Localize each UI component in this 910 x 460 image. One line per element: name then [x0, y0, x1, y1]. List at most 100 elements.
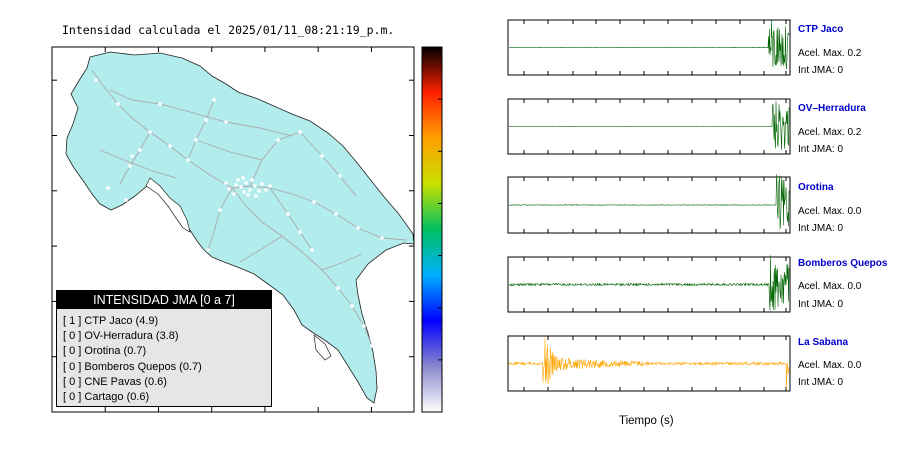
town-marker	[362, 324, 366, 328]
costa-rica-landmass	[65, 51, 414, 404]
town-marker	[310, 248, 314, 252]
town-marker	[254, 194, 258, 198]
road-line	[109, 89, 293, 137]
colorbar-bar	[421, 46, 443, 413]
road-line	[299, 131, 357, 197]
legend-item: [ 0 ] Cartago (0.6)	[63, 390, 150, 403]
town-marker	[286, 212, 290, 216]
station-max-accel: Acel. Max. 0.2	[798, 48, 862, 59]
town-marker	[338, 174, 342, 178]
town-marker	[128, 164, 132, 168]
station-max-accel: Acel. Max. 0.0	[798, 281, 862, 292]
town-marker	[334, 212, 338, 216]
town-marker	[253, 184, 257, 188]
road-line	[207, 187, 233, 251]
station-jma-intensity: Int JMA: 0	[798, 377, 844, 388]
town-marker	[248, 188, 252, 192]
town-marker	[242, 190, 246, 194]
station-jma-intensity: Int JMA: 0	[798, 144, 844, 155]
gulf-of-nicoya	[145, 177, 191, 233]
road-line	[99, 149, 177, 179]
legend-item: [ 0 ] CNE Pavas (0.6)	[63, 375, 167, 388]
road-line	[269, 187, 313, 251]
town-marker	[148, 130, 152, 134]
waveform-trace	[508, 20, 790, 70]
town-marker	[380, 236, 384, 240]
station-name: Bomberos Quepos	[798, 258, 888, 269]
town-marker	[320, 154, 324, 158]
waveform-trace	[508, 255, 790, 311]
town-marker	[204, 118, 208, 122]
station-name: CTP Jaco	[798, 24, 844, 35]
waveform-trace	[508, 174, 790, 230]
town-marker	[212, 98, 216, 102]
waveform-time-axis-label: Tiempo (s)	[619, 415, 674, 427]
station-max-accel: Acel. Max. 0.0	[798, 206, 862, 217]
station-jma-intensity: Int JMA: 0	[798, 299, 844, 310]
town-marker	[224, 181, 228, 185]
legend-list: [ 1 ] CTP Jaco (4.9) [ 0 ] OV-Herradura …	[63, 314, 202, 405]
station-jma-intensity: Int JMA: 0	[798, 223, 844, 234]
town-marker	[234, 183, 238, 187]
legend-header: INTENSIDAD JMA [0 a 7]	[57, 291, 271, 309]
road-line	[249, 131, 301, 187]
town-marker	[186, 158, 190, 162]
road-line	[195, 139, 263, 161]
intensity-legend: INTENSIDAD JMA [0 a 7] [ 1 ] CTP Jaco (4…	[56, 290, 272, 407]
town-marker	[106, 186, 110, 190]
town-marker	[124, 198, 128, 202]
town-marker	[336, 286, 340, 290]
town-marker	[116, 102, 120, 106]
town-marker	[264, 188, 268, 192]
station-name: Orotina	[798, 182, 834, 193]
station-name: La Sabana	[798, 337, 849, 348]
town-marker	[194, 138, 198, 142]
town-marker	[356, 226, 360, 230]
town-marker	[232, 192, 236, 196]
town-marker	[250, 178, 254, 182]
town-marker	[158, 102, 162, 106]
town-marker	[236, 178, 240, 182]
town-marker	[298, 230, 302, 234]
legend-item: [ 0 ] Bomberos Quepos (0.7)	[63, 360, 202, 373]
town-marker	[257, 189, 261, 193]
town-marker	[94, 78, 98, 82]
town-marker	[239, 185, 243, 189]
waveform-trace	[508, 100, 790, 151]
station-jma-intensity: Int JMA: 0	[798, 65, 844, 76]
town-marker	[276, 138, 280, 142]
station-max-accel: Acel. Max. 0.2	[798, 127, 862, 138]
station-name: OV–Herradura	[798, 103, 866, 114]
station-max-accel: Acel. Max. 0.0	[798, 360, 862, 371]
golfo-dulce	[313, 334, 332, 361]
legend-item: [ 1 ] CTP Jaco (4.9)	[63, 315, 159, 327]
town-marker	[138, 148, 142, 152]
town-marker	[227, 187, 231, 191]
town-marker	[241, 176, 245, 180]
road-line	[239, 235, 283, 263]
town-marker	[298, 130, 302, 134]
map-frame	[51, 46, 415, 413]
town-marker	[370, 344, 374, 348]
town-marker	[218, 208, 222, 212]
town-marker	[206, 248, 210, 252]
legend-item: [ 0 ] OV-Herradura (3.8)	[63, 330, 179, 343]
town-marker	[260, 182, 264, 186]
town-marker	[224, 120, 228, 124]
town-marker	[350, 304, 354, 308]
road-line	[231, 187, 373, 347]
road-line	[321, 253, 363, 271]
road-line	[187, 99, 215, 161]
map-title: Intensidad calculada el 2025/01/11_08:21…	[62, 23, 395, 37]
legend-item: [ 0 ] Orotina (0.7)	[63, 345, 147, 358]
town-marker	[130, 154, 134, 158]
waveform-trace	[508, 337, 790, 390]
town-marker	[312, 200, 316, 204]
road-line	[119, 131, 151, 185]
town-marker	[246, 193, 250, 197]
town-marker	[244, 181, 248, 185]
town-marker	[268, 184, 272, 188]
waveform-frame	[507, 256, 791, 313]
